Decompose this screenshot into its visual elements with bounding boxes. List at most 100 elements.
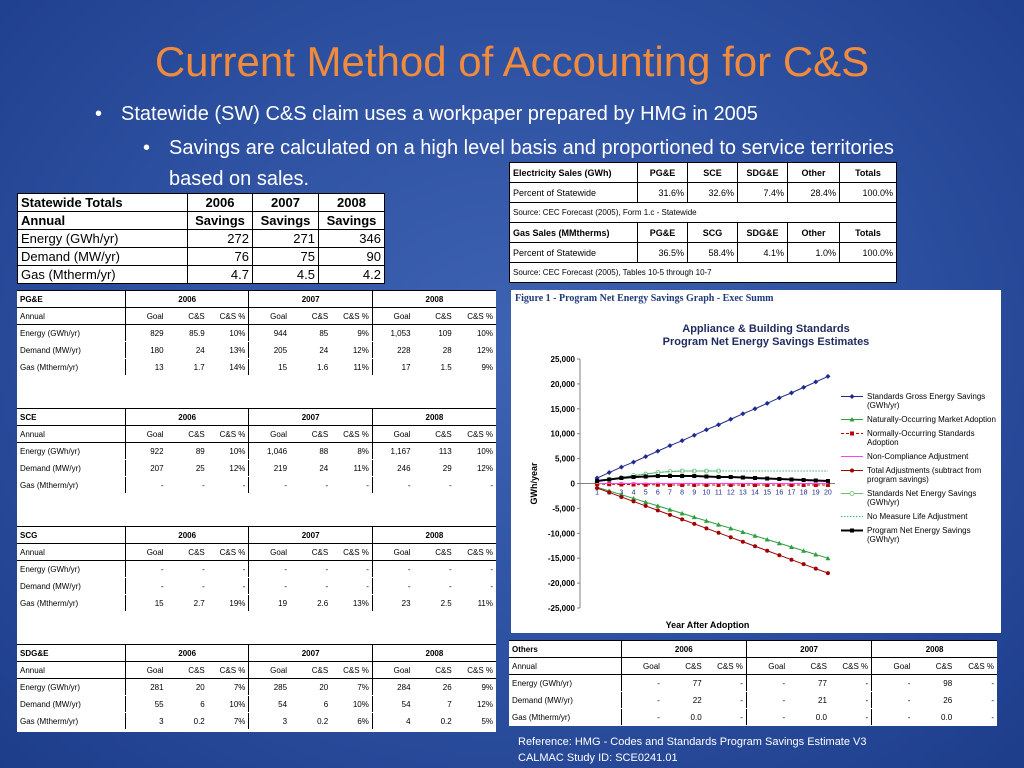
year: 2008 [871, 640, 997, 658]
cell: Demand (MW/yr) [17, 341, 126, 359]
cell: - [745, 691, 789, 709]
legend-label: Standards Net Energy Savings (GWh/yr) [867, 489, 977, 507]
y-tick-label: -10,000 [548, 529, 576, 538]
cell: - [166, 577, 208, 595]
subheader-cell: C&S [166, 307, 208, 325]
year: 2007 [248, 526, 373, 544]
x-tick-label: 12 [727, 490, 735, 497]
header-cell: Statewide Totals [17, 193, 188, 212]
x-axis-label: Year After Adoption [666, 620, 750, 630]
header-cell: 2007 [252, 193, 319, 212]
cell: 10% [454, 442, 496, 460]
table-name: Others [509, 640, 622, 658]
marker [607, 477, 612, 482]
marker [752, 533, 758, 538]
cell: 12% [207, 459, 249, 477]
cell: 11% [331, 358, 373, 376]
subheader-cell: C&S % [207, 661, 249, 679]
year: 2006 [124, 408, 249, 426]
cell: 19 [248, 594, 291, 612]
reference-line: Reference: HMG - Codes and Standards Pro… [518, 736, 867, 748]
marker [776, 395, 782, 401]
header-cell: SDG&E [737, 222, 788, 243]
marker [667, 443, 673, 449]
cell: 9% [454, 358, 496, 376]
subheader-cell: Goal [124, 661, 167, 679]
bullet-text: Statewide (SW) C&S claim uses a workpape… [121, 103, 758, 125]
x-tick-label: 4 [632, 490, 636, 497]
marker [740, 539, 745, 544]
cell: 88 [290, 442, 332, 460]
marker [643, 503, 648, 508]
marker [825, 479, 830, 484]
marker [728, 416, 734, 422]
cell: 12% [454, 695, 496, 713]
marker [740, 482, 745, 487]
cell: Energy (GWh/yr) [17, 678, 126, 696]
subheader-cell: Goal [248, 661, 291, 679]
header-row: Annual Savings Savings Savings [17, 211, 385, 230]
x-tick-label: 5 [644, 490, 648, 497]
header-row: SCG 2006 2007 2008 [17, 526, 496, 544]
row: Gas (Mtherm/yr) - - - - - - - - - [17, 476, 496, 494]
marker [765, 476, 770, 481]
marker [643, 482, 648, 487]
row: Gas (Mtherm/yr) 4.7 4.5 4.2 [17, 265, 385, 284]
subheader-cell: C&S [413, 543, 455, 561]
legend-entry: Standards Net Energy Savings (GWh/yr) [840, 489, 1000, 507]
cell: Gas (Mtherm/yr) [17, 265, 188, 284]
cell: 0.2 [166, 712, 208, 730]
year: 2008 [371, 526, 496, 544]
marker [740, 411, 746, 417]
header-row: PG&E 2006 2007 2008 [17, 290, 496, 308]
subheader-cell: Goal [620, 657, 663, 675]
utility-table: SDG&E 2006 2007 2008 Annual Goal C&S C&S % Goal C… [17, 644, 496, 730]
year: 2006 [124, 526, 249, 544]
x-tick-label: 6 [656, 490, 660, 497]
statewide-table: Statewide Totals 2006 2007 2008 Annual Saving… [17, 193, 385, 284]
subheader-cell: C&S [290, 425, 332, 443]
subheader-row: Annual Goal C&S C&S % Goal C&S C&S % Goal C&S C&S… [17, 661, 496, 679]
cell: 26 [413, 678, 455, 696]
cell: 25 [166, 459, 208, 477]
marker [752, 406, 758, 412]
legend-swatch [841, 394, 863, 399]
cell: 77 [662, 674, 705, 692]
row: Demand (MW/yr) 55 6 10% 54 6 10% 54 7 12% [17, 695, 496, 713]
header-cell: Savings [252, 211, 319, 230]
cell: - [704, 674, 747, 692]
subheader-cell: C&S [913, 657, 956, 675]
cell: - [166, 560, 208, 578]
subheader-cell: C&S % [331, 661, 373, 679]
legend-entry: Naturally-Occurring Market Adoption [840, 415, 1000, 424]
marker [801, 562, 806, 567]
cell: 10% [454, 324, 496, 342]
subheader-row: Annual Goal C&S C&S % Goal C&S C&S % Goal C&S C&S… [509, 657, 997, 675]
subheader-cell: C&S [413, 425, 455, 443]
subheader-row: Annual Goal C&S C&S % Goal C&S C&S % Goal C&S C&S… [17, 425, 496, 443]
marker [595, 485, 600, 490]
marker [704, 526, 709, 531]
marker [619, 476, 624, 481]
cell: 228 [371, 341, 414, 359]
cell: 207 [124, 459, 167, 477]
subheader-cell: C&S % [207, 425, 249, 443]
year: 2006 [620, 640, 747, 658]
marker [667, 474, 672, 479]
cell: 10% [207, 695, 249, 713]
cell: 14% [207, 358, 249, 376]
marker [849, 417, 855, 422]
cell: Gas (Mtherm/yr) [509, 708, 622, 726]
cell: - [248, 560, 291, 578]
header-cell: Savings [318, 211, 385, 230]
x-tick-label: 11 [715, 490, 722, 497]
marker [704, 474, 709, 479]
subheader-cell: Goal [371, 425, 414, 443]
marker [765, 482, 770, 487]
marker [753, 482, 758, 487]
cell: 12% [454, 459, 496, 477]
cell: - [871, 691, 914, 709]
cell: - [124, 560, 167, 578]
marker [655, 448, 661, 454]
legend-swatch [841, 491, 863, 496]
